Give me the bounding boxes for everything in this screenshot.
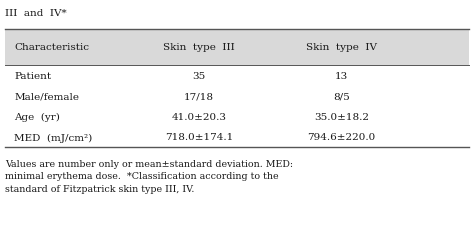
Text: 41.0±20.3: 41.0±20.3: [172, 112, 227, 121]
Text: Patient: Patient: [14, 72, 51, 81]
Text: Characteristic: Characteristic: [14, 43, 89, 52]
Text: 794.6±220.0: 794.6±220.0: [307, 133, 375, 142]
Text: Skin  type  III: Skin type III: [163, 43, 235, 52]
Text: 35: 35: [192, 72, 206, 81]
Text: Values are number only or mean±standard deviation. MED:
minimal erythema dose.  : Values are number only or mean±standard …: [5, 159, 293, 193]
Text: III  and  IV*: III and IV*: [5, 9, 66, 18]
Text: Male/female: Male/female: [14, 92, 79, 101]
Text: 8/5: 8/5: [333, 92, 350, 101]
Text: 718.0±174.1: 718.0±174.1: [165, 133, 233, 142]
Text: 17/18: 17/18: [184, 92, 214, 101]
Text: 13: 13: [335, 72, 348, 81]
Text: Skin  type  IV: Skin type IV: [306, 43, 377, 52]
Text: 35.0±18.2: 35.0±18.2: [314, 112, 369, 121]
Text: MED  (mJ/cm²): MED (mJ/cm²): [14, 133, 92, 142]
Text: Age  (yr): Age (yr): [14, 112, 60, 121]
Bar: [5, 30, 469, 66]
